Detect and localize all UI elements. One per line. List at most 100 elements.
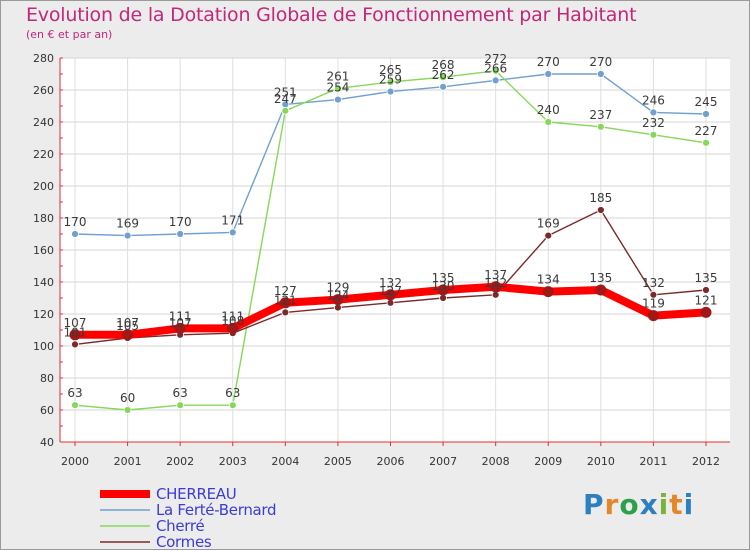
data-point-la-ferte-bernard-2001: [123, 231, 132, 240]
data-label-cherreau-2003: 111: [221, 309, 244, 323]
data-label-cherreau-2005: 129: [326, 281, 349, 295]
data-point-cherre-2002: [176, 401, 185, 410]
data-label-cherre-2009: 240: [537, 103, 560, 117]
data-label-cherre-2007: 268: [432, 58, 455, 72]
legend-label-cherre: Cherré: [156, 517, 205, 535]
data-label-cherreau-2012: 121: [695, 293, 718, 307]
data-label-cormes-2006: 127: [379, 284, 402, 298]
legend-item-la-ferte-bernard: La Ferté-Bernard: [100, 501, 277, 519]
chart-subtitle: (en € et par an): [26, 28, 113, 41]
data-point-cherre-2009: [544, 118, 553, 126]
chart-legend: CHERREAU La Ferté-Bernard Cherré Cormes: [100, 485, 277, 551]
data-point-cherreau-2012: [700, 306, 712, 318]
data-label-cherre-2003: 63: [225, 386, 240, 400]
y-tick-label-200: 200: [33, 180, 54, 193]
data-label-cherre-2011: 232: [642, 116, 665, 130]
data-point-cherre-2003: [228, 401, 237, 410]
data-label-cherre-2010: 237: [589, 108, 612, 122]
data-point-cherreau-2001: [122, 329, 134, 341]
data-point-cherreau-2010: [595, 284, 607, 296]
data-label-cormes-2007: 130: [432, 279, 455, 293]
x-tick-label-2000: 2000: [61, 455, 89, 468]
data-point-cherreau-2009: [542, 286, 554, 298]
x-tick-label-2007: 2007: [429, 455, 457, 468]
data-point-cormes-2008: [491, 290, 500, 299]
data-label-cherreau-2002: 111: [169, 309, 192, 323]
data-point-cherreau-2008: [490, 281, 502, 293]
data-label-la-ferte-bernard-2009: 270: [537, 55, 560, 69]
x-tick-label-2005: 2005: [324, 455, 352, 468]
legend-swatch-cherreau: [100, 490, 150, 498]
y-tick-label-80: 80: [40, 372, 54, 385]
x-tick-label-2008: 2008: [482, 455, 510, 468]
legend-swatch-cherre: [100, 525, 150, 527]
y-tick-label-220: 220: [33, 148, 54, 161]
data-label-cherre-2000: 63: [67, 386, 82, 400]
data-point-cherreau-2002: [174, 322, 186, 334]
x-tick-label-2011: 2011: [639, 455, 667, 468]
data-point-la-ferte-bernard-2009: [544, 70, 553, 78]
data-point-cormes-2000: [71, 340, 79, 349]
data-label-cormes-2011: 132: [642, 276, 665, 290]
data-point-la-ferte-bernard-2011: [649, 108, 658, 117]
legend-label-cormes: Cormes: [156, 533, 212, 551]
x-tick-label-2002: 2002: [166, 455, 194, 468]
data-label-cormes-2001: 105: [116, 319, 139, 333]
data-point-cherre-2012: [702, 138, 710, 147]
data-point-la-ferte-bernard-2007: [439, 82, 447, 91]
data-label-la-ferte-bernard-2004: 251: [274, 85, 297, 99]
data-point-cherreau-2011: [647, 310, 659, 322]
data-label-cherreau-2011: 119: [642, 297, 665, 311]
data-label-la-ferte-bernard-2002: 170: [169, 215, 192, 229]
data-point-cherre-2010: [596, 122, 605, 131]
data-point-cherreau-2004: [279, 297, 291, 309]
x-tick-label-2001: 2001: [114, 455, 142, 468]
legend-item-cormes: Cormes: [100, 533, 276, 551]
brand-logo: Proxiti: [583, 488, 695, 521]
data-label-cherre-2008: 272: [484, 52, 507, 66]
data-point-cormes-2011: [649, 290, 658, 299]
data-label-la-ferte-bernard-2008: 266: [484, 61, 507, 75]
data-label-cormes-2008: 132: [484, 276, 507, 290]
data-point-la-ferte-bernard-2012: [702, 110, 710, 118]
y-tick-label-120: 120: [33, 308, 54, 321]
x-tick-label-2004: 2004: [271, 455, 299, 468]
data-point-cherre-2008: [491, 66, 500, 75]
data-label-cormes-2000: 101: [64, 325, 87, 339]
data-point-cherreau-2003: [227, 322, 239, 334]
data-label-cherreau-2007: 135: [432, 271, 455, 285]
data-label-cherreau-2006: 132: [379, 276, 402, 290]
legend-swatch-la-ferte-bernard: [100, 509, 150, 511]
data-label-cherreau-2001: 107: [116, 316, 139, 330]
data-label-la-ferte-bernard-2010: 270: [589, 55, 612, 69]
legend-label-la-ferte-bernard: La Ferté-Bernard: [156, 501, 277, 519]
data-label-cormes-2010: 185: [589, 191, 612, 205]
data-point-cormes-2010: [596, 206, 605, 214]
legend-item-cherreau: CHERREAU: [100, 485, 276, 503]
data-label-la-ferte-bernard-2003: 171: [221, 213, 244, 227]
data-point-cherre-2011: [649, 130, 658, 139]
y-tick-label-40: 40: [40, 436, 54, 449]
data-label-cherreau-2010: 135: [589, 271, 612, 285]
data-label-cherre-2012: 227: [695, 124, 718, 138]
data-label-cherreau-2008: 137: [484, 268, 507, 282]
data-label-cherre-2005: 261: [326, 69, 349, 83]
legend-swatch-cormes: [100, 541, 150, 543]
data-point-cherreau-2005: [332, 294, 344, 306]
data-label-cormes-2012: 135: [695, 271, 718, 285]
legend-label-cherreau: CHERREAU: [156, 485, 237, 503]
data-point-cormes-2006: [386, 298, 395, 307]
data-label-la-ferte-bernard-2006: 259: [379, 73, 402, 87]
data-point-la-ferte-bernard-2003: [228, 228, 237, 237]
data-point-la-ferte-bernard-2005: [334, 95, 342, 104]
data-point-la-ferte-bernard-2002: [176, 230, 185, 238]
data-label-la-ferte-bernard-2000: 170: [64, 215, 87, 229]
y-tick-label-240: 240: [33, 116, 54, 129]
data-point-cherre-2001: [123, 406, 132, 414]
legend-item-cherre: Cherré: [100, 517, 276, 535]
y-tick-label-100: 100: [33, 340, 54, 353]
data-point-cormes-2004: [281, 308, 290, 317]
data-label-cormes-2002: 107: [169, 316, 192, 330]
data-point-cherre-2007: [439, 73, 447, 82]
